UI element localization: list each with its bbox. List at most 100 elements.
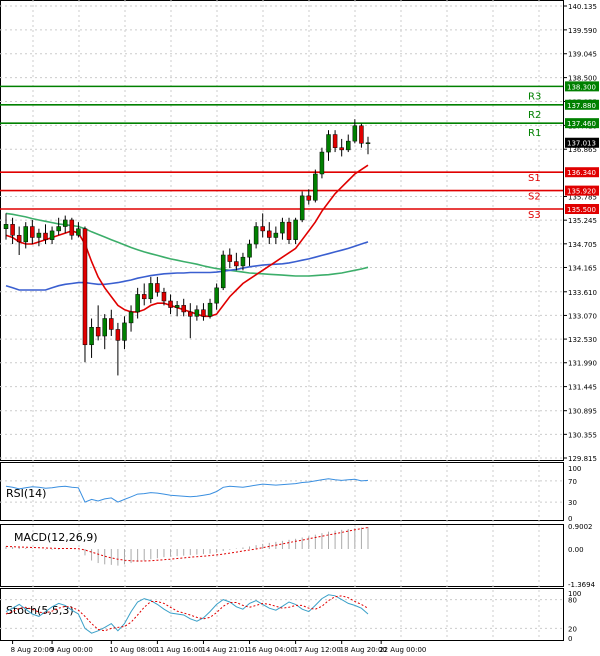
candle[interactable]	[155, 276, 160, 297]
candle[interactable]	[313, 169, 318, 203]
candle[interactable]	[207, 298, 213, 319]
candle-body	[326, 134, 331, 153]
macd-signal-line	[5, 527, 369, 562]
pane-frame	[0, 462, 564, 521]
candle[interactable]	[339, 138, 344, 157]
price-tick-label: 131.990	[568, 360, 597, 368]
candle[interactable]	[326, 130, 331, 161]
candle[interactable]	[240, 252, 246, 271]
candle-body	[36, 232, 42, 238]
candle-body	[3, 224, 9, 229]
current-price-label: 137.013	[567, 140, 596, 148]
candle-body	[49, 230, 55, 240]
candle[interactable]	[234, 252, 239, 271]
candle-body	[227, 254, 233, 262]
candle-body	[352, 125, 358, 142]
price-tick-label: 134.705	[568, 241, 597, 249]
candle[interactable]	[188, 303, 193, 339]
candle[interactable]	[214, 283, 219, 310]
candle-body	[174, 305, 180, 308]
time-tick-label: 11 Aug 16:00	[155, 646, 202, 654]
candle[interactable]	[141, 283, 147, 306]
pivot-name-s3: S3	[528, 210, 541, 221]
candle[interactable]	[365, 136, 371, 155]
macd-pane: MACD(12,26,9) 0.9002 0.00 -1.3694	[5, 523, 596, 589]
candle[interactable]	[69, 217, 75, 240]
price-tick-label: 135.785	[568, 194, 597, 202]
candle[interactable]	[181, 298, 186, 317]
candle[interactable]	[286, 217, 292, 245]
candle[interactable]	[89, 318, 94, 358]
pivot-name-r1: R1	[528, 128, 541, 139]
candle-body	[273, 232, 279, 238]
candle[interactable]	[332, 130, 338, 153]
candle-body	[181, 305, 186, 313]
candle[interactable]	[220, 250, 226, 291]
candle[interactable]	[3, 213, 9, 240]
candle[interactable]	[10, 217, 15, 245]
candle[interactable]	[23, 222, 28, 249]
candle[interactable]	[319, 147, 325, 179]
candle[interactable]	[247, 239, 252, 266]
candle-body	[332, 134, 338, 148]
candle[interactable]	[194, 305, 200, 321]
candle[interactable]	[109, 309, 114, 337]
candle[interactable]	[36, 228, 42, 247]
candle[interactable]	[30, 219, 35, 245]
candle[interactable]	[352, 119, 358, 144]
candle-body	[214, 287, 219, 304]
price-tick-label: 139.590	[568, 27, 597, 35]
candle[interactable]	[174, 300, 180, 317]
candlesticks[interactable]	[3, 119, 371, 376]
candle[interactable]	[49, 226, 55, 245]
candle[interactable]	[102, 314, 107, 350]
candle[interactable]	[76, 222, 81, 238]
candle[interactable]	[115, 322, 121, 376]
macd-level-label: 0.00	[568, 546, 584, 554]
ma-mid-line	[5, 241, 369, 291]
price-tick-label: 139.045	[568, 51, 597, 59]
candle[interactable]	[227, 248, 233, 269]
price-tick-label: 132.530	[568, 336, 597, 344]
time-tick-label: 22 Aug 00:00	[379, 646, 426, 654]
rsi-level-label: 70	[568, 478, 577, 486]
candle[interactable]	[161, 287, 167, 306]
candle[interactable]	[280, 217, 285, 240]
candle[interactable]	[273, 226, 279, 245]
candle[interactable]	[260, 213, 265, 238]
candle[interactable]	[43, 224, 48, 245]
candle-body	[115, 329, 121, 341]
candle[interactable]	[299, 191, 305, 223]
candle[interactable]	[16, 226, 22, 255]
price-tick-label: 136.865	[568, 146, 597, 154]
price-tick-label: 131.445	[568, 384, 597, 392]
candle[interactable]	[359, 123, 364, 148]
candle[interactable]	[267, 222, 272, 245]
candle[interactable]	[82, 226, 88, 363]
candle[interactable]	[253, 222, 259, 249]
price-tick-label: 134.165	[568, 264, 597, 272]
candle[interactable]	[135, 287, 140, 319]
pivot-tag-bg	[565, 81, 599, 92]
rsi-level-label: 30	[568, 499, 577, 507]
candle[interactable]	[128, 305, 134, 332]
candle[interactable]	[306, 189, 312, 205]
price-tick-label: 130.355	[568, 431, 597, 439]
price-tick-label: 140.135	[568, 3, 597, 11]
candle[interactable]	[346, 134, 351, 153]
time-tick-label: 9 Aug 00:00	[50, 646, 93, 654]
candle-body	[240, 256, 246, 267]
rsi-level-label: 100	[568, 465, 581, 473]
candle[interactable]	[148, 276, 154, 304]
candle-body	[56, 226, 61, 232]
stoch-level-label: 80	[568, 597, 577, 605]
candle[interactable]	[95, 305, 101, 341]
candle[interactable]	[293, 217, 298, 245]
candle[interactable]	[56, 217, 61, 236]
candle[interactable]	[168, 294, 173, 315]
candle[interactable]	[201, 303, 206, 321]
candle[interactable]	[122, 316, 127, 350]
candle[interactable]	[62, 215, 68, 234]
